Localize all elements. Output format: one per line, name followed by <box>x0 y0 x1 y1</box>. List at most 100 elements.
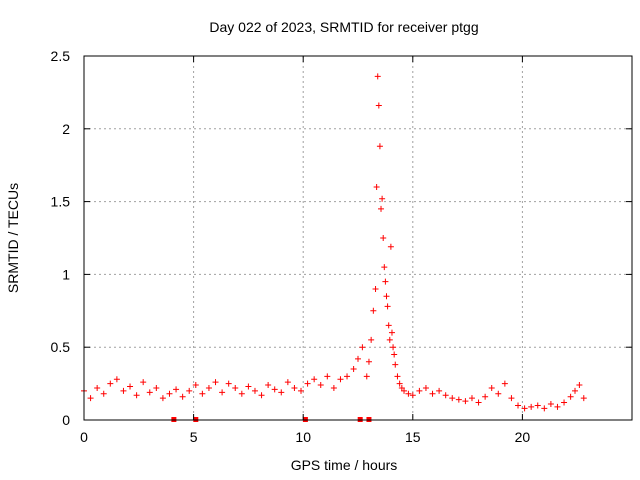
data-point <box>378 205 385 212</box>
data-point <box>488 384 495 391</box>
y-tick-label: 2 <box>62 121 70 137</box>
data-point <box>298 387 305 394</box>
data-point <box>385 322 392 329</box>
data-point <box>405 390 412 397</box>
data-point <box>515 402 522 409</box>
axis-ticks: 0 5 10 15 20 0 0.5 1 1.5 2 2.5 <box>51 48 632 445</box>
data-points <box>81 73 587 412</box>
data-point <box>373 184 380 191</box>
data-point <box>495 390 502 397</box>
x-tick-label: 5 <box>190 429 198 445</box>
data-point <box>382 278 389 285</box>
data-point <box>317 382 324 389</box>
y-tick-label: 1.5 <box>51 194 71 210</box>
y-axis-label: SRMTID / TECUs <box>5 183 21 293</box>
data-point <box>567 393 574 400</box>
data-point <box>374 73 381 80</box>
plot-frame <box>83 55 633 421</box>
grid <box>84 56 632 420</box>
data-point <box>113 376 120 383</box>
data-point <box>384 303 391 310</box>
data-point <box>482 393 489 400</box>
data-point <box>192 382 199 389</box>
data-point <box>409 392 416 399</box>
data-point <box>291 384 298 391</box>
data-point <box>166 390 173 397</box>
data-point <box>146 389 153 396</box>
data-point <box>379 195 386 202</box>
data-point <box>311 376 318 383</box>
data-point <box>278 389 285 396</box>
data-point <box>528 403 535 410</box>
data-point <box>107 380 114 387</box>
data-point <box>100 390 107 397</box>
data-point <box>370 307 377 314</box>
data-point <box>87 395 94 402</box>
data-point <box>429 390 436 397</box>
x-tick-label: 0 <box>80 429 88 445</box>
data-point <box>521 405 528 412</box>
data-point <box>534 402 541 409</box>
y-tick-label: 0 <box>62 412 70 428</box>
data-point <box>140 379 147 386</box>
data-point <box>304 380 311 387</box>
data-point <box>330 384 337 391</box>
data-point <box>365 358 372 365</box>
data-point <box>449 395 456 402</box>
data-point <box>576 382 583 389</box>
data-point <box>390 344 397 351</box>
data-point <box>501 380 508 387</box>
data-point <box>396 380 403 387</box>
data-point <box>387 243 394 250</box>
data-point <box>94 384 101 391</box>
data-point <box>133 392 140 399</box>
data-point <box>455 396 462 403</box>
data-point <box>392 361 399 368</box>
data-point <box>462 398 469 405</box>
data-point <box>127 383 134 390</box>
data-point <box>219 389 226 396</box>
data-point <box>212 379 219 386</box>
data-point <box>153 384 160 391</box>
y-tick-label: 0.5 <box>51 339 71 355</box>
data-point <box>355 355 361 362</box>
y-tick-label: 2.5 <box>51 48 71 64</box>
x-axis-label: GPS time / hours <box>291 457 398 473</box>
data-point <box>258 392 265 399</box>
data-point <box>186 387 193 394</box>
data-point <box>271 386 278 393</box>
data-point <box>337 376 344 383</box>
data-point <box>388 329 395 336</box>
data-point <box>179 393 186 400</box>
data-point <box>173 386 180 393</box>
data-point <box>416 387 423 394</box>
data-point <box>508 395 515 402</box>
data-point <box>386 336 393 343</box>
data-point <box>265 382 272 389</box>
data-point <box>350 366 357 373</box>
data-point <box>359 344 366 351</box>
data-point <box>225 380 232 387</box>
x-tick-label: 15 <box>405 429 421 445</box>
data-point <box>245 383 252 390</box>
data-point <box>547 400 554 407</box>
data-point <box>580 395 587 402</box>
data-point <box>199 390 206 397</box>
data-point <box>284 379 291 386</box>
data-point <box>324 373 331 380</box>
x-tick-label: 10 <box>295 429 311 445</box>
data-point <box>381 264 388 271</box>
data-point <box>363 373 370 380</box>
data-point <box>572 387 579 394</box>
data-point <box>394 373 401 380</box>
data-point <box>251 387 258 394</box>
data-point <box>205 384 212 391</box>
data-point <box>468 395 475 402</box>
data-point <box>376 143 383 150</box>
data-point <box>372 285 379 292</box>
chart-title: Day 022 of 2023, SRMTID for receiver ptg… <box>209 19 478 35</box>
data-point <box>442 392 449 399</box>
y-tick-label: 1 <box>62 266 70 282</box>
data-point <box>344 373 351 380</box>
